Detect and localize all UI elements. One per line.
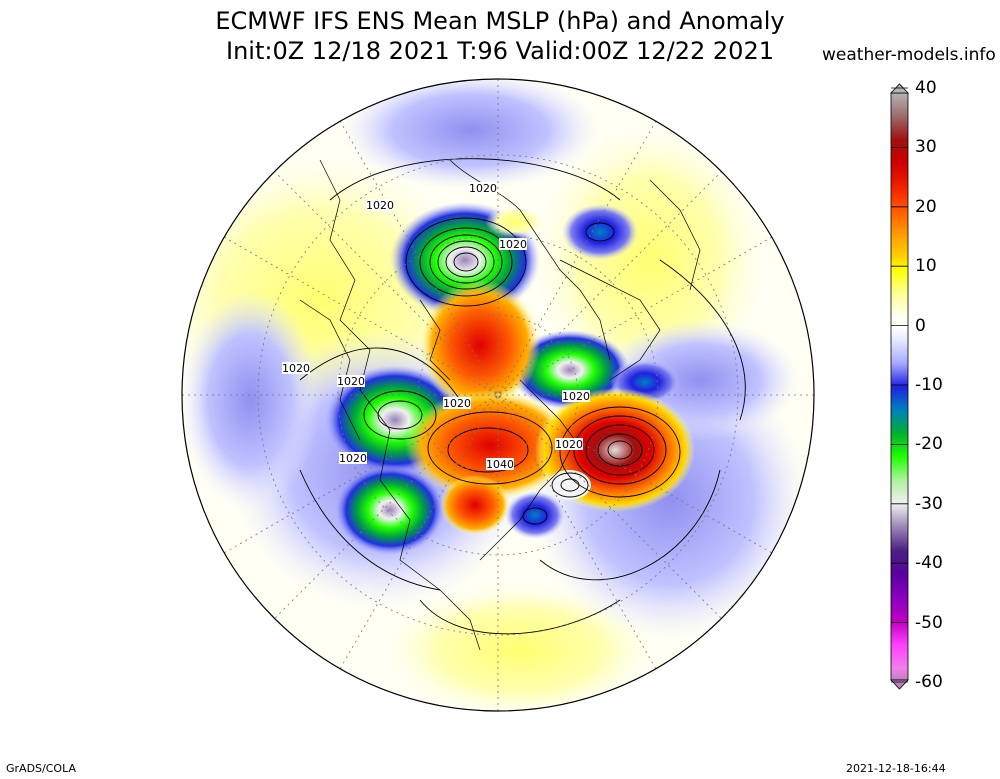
colorbar-tick-label: 0 xyxy=(915,315,926,336)
isobar-label: 1020 xyxy=(443,397,471,410)
isobar-label: 1020 xyxy=(555,438,583,451)
isobar-label: 1020 xyxy=(337,375,365,388)
isobar-label: 1020 xyxy=(366,199,394,212)
isobar-label: 1020 xyxy=(562,390,590,403)
colorbar-tick-label: -30 xyxy=(915,493,943,514)
colorbar-tick-label: -40 xyxy=(915,553,943,574)
high-pressure-anomaly xyxy=(420,280,540,410)
svg-text:1020: 1020 xyxy=(562,390,590,403)
globe-outline xyxy=(181,78,815,712)
colorbar-tick-label: 10 xyxy=(915,256,937,277)
svg-text:1020: 1020 xyxy=(555,438,583,451)
colorbar-tick-label: -50 xyxy=(915,612,943,633)
colorbar-tick-label: -10 xyxy=(915,375,943,395)
isobar-label: 1020 xyxy=(469,182,497,195)
svg-text:1020: 1020 xyxy=(366,199,394,212)
svg-text:1040: 1040 xyxy=(486,458,514,471)
svg-text:1020: 1020 xyxy=(499,238,527,251)
contour-labels: 1020 1020 1020 1020 1020 1020 1020 1020 1020 1040 xyxy=(282,182,590,471)
site-credit: weather-models.info xyxy=(822,45,996,65)
svg-text:1020: 1020 xyxy=(337,375,365,388)
svg-text:1020: 1020 xyxy=(282,362,310,375)
isobar-label: 1020 xyxy=(499,238,527,251)
footer-left: GrADS/COLA xyxy=(6,762,76,775)
colorbar-tick-label: -60 xyxy=(915,672,943,692)
isobar-label: 1020 xyxy=(339,452,367,465)
colorbar-tick-label: 40 xyxy=(915,78,937,98)
anomaly-field xyxy=(182,79,814,711)
svg-text:1020: 1020 xyxy=(339,452,367,465)
map-subtitle: Init:0Z 12/18 2021 T:96 Valid:00Z 12/22 … xyxy=(226,37,774,65)
svg-text:1020: 1020 xyxy=(469,182,497,195)
footer-right: 2021-12-18-16:44 xyxy=(846,762,946,775)
isobar-label: 1020 xyxy=(282,362,310,375)
colorbar xyxy=(890,83,909,690)
map-title: ECMWF IFS ENS Mean MSLP (hPa) and Anomal… xyxy=(215,7,785,35)
colorbar-tick-label: 20 xyxy=(915,196,937,217)
svg-text:1020: 1020 xyxy=(443,397,471,410)
colorbar-tick-label: -20 xyxy=(915,434,943,455)
isobar-label: 1040 xyxy=(486,458,514,471)
colorbar-tick-label: 30 xyxy=(915,137,937,158)
